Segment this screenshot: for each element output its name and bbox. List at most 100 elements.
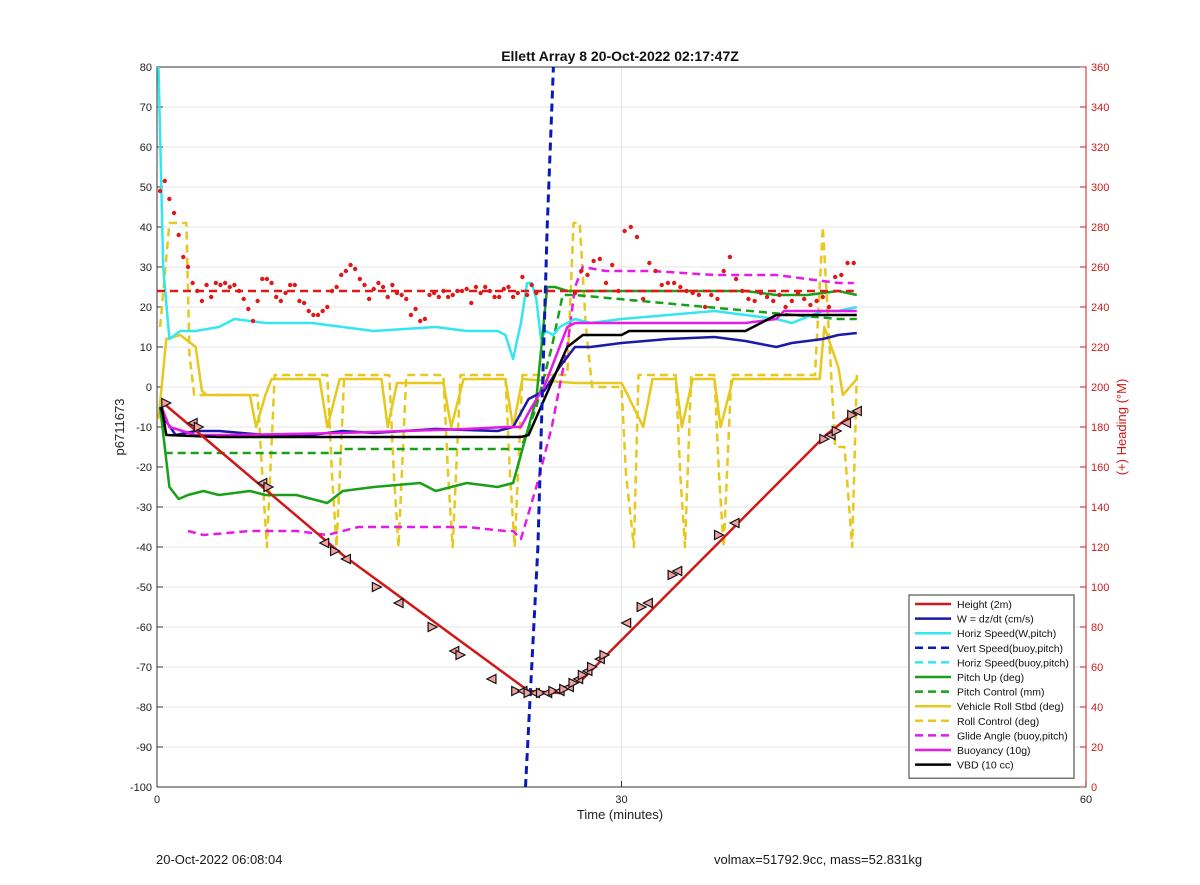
heading-point xyxy=(343,268,349,274)
heading-point xyxy=(501,286,507,292)
heading-point xyxy=(572,290,578,296)
series-line-pitch-control-mm xyxy=(164,293,857,455)
heading-point xyxy=(839,272,844,278)
height-marker xyxy=(371,581,383,593)
heading-point xyxy=(418,318,423,324)
heading-point xyxy=(260,276,265,282)
heading-point xyxy=(715,296,720,302)
heading-point xyxy=(808,302,813,308)
heading-point xyxy=(845,260,850,266)
y2-tick-label: 300 xyxy=(1091,182,1109,194)
series-line-glide-angle-buoy-pitch xyxy=(187,265,854,541)
heading-point xyxy=(274,294,279,300)
height-marker xyxy=(193,421,205,433)
height-marker xyxy=(340,553,351,565)
heading-point xyxy=(264,276,270,282)
series-line-buoyancy-10g xyxy=(160,309,857,437)
heading-point xyxy=(450,292,455,298)
heading-point xyxy=(684,288,689,294)
height-marker xyxy=(851,405,862,417)
y-tick-label: -20 xyxy=(136,462,152,474)
heading-point xyxy=(371,286,376,292)
heading-point xyxy=(740,288,745,294)
x-tick-label: 60 xyxy=(1080,794,1092,806)
heading-point xyxy=(222,280,228,286)
y-tick-label: 0 xyxy=(146,382,152,394)
heading-point xyxy=(297,298,302,304)
heading-point xyxy=(255,298,260,304)
heading-point xyxy=(659,282,664,288)
footer-timestamp: 20-Oct-2022 06:08:04 xyxy=(156,852,283,867)
x-tick-label: 30 xyxy=(615,794,627,806)
footer-summary: volmax=51792.9cc, mass=52.831kg xyxy=(714,852,923,867)
heading-point xyxy=(348,262,353,268)
x-axis-label: Time (minutes) xyxy=(577,807,663,822)
heading-point xyxy=(802,296,807,302)
y2-tick-label: 340 xyxy=(1091,102,1109,114)
y2-tick-label: 200 xyxy=(1091,382,1109,394)
heading-point xyxy=(436,294,441,300)
heading-point xyxy=(758,290,764,296)
heading-point xyxy=(315,312,321,318)
heading-point xyxy=(464,286,469,292)
heading-point xyxy=(506,284,511,290)
heading-point xyxy=(579,268,584,274)
heading-point xyxy=(190,280,195,286)
heading-point xyxy=(413,306,418,312)
heading-point xyxy=(366,296,372,302)
heading-point xyxy=(334,284,339,290)
heading-point xyxy=(647,260,652,266)
height-marker xyxy=(636,601,648,613)
legend: Height (2m) W = dz/dt (cm/s) Horiz Speed(W… xyxy=(908,594,1075,779)
heading-point xyxy=(385,294,390,300)
y-axis-label: p6711673 xyxy=(112,399,127,456)
heading-point xyxy=(520,274,525,280)
heading-point xyxy=(445,294,451,300)
heading-point xyxy=(478,290,483,296)
y-tick-label: 10 xyxy=(140,342,152,354)
heading-point xyxy=(269,280,274,286)
heading-point xyxy=(752,298,757,304)
heading-point xyxy=(199,298,205,304)
heading-point xyxy=(204,282,209,288)
heading-point xyxy=(702,304,708,310)
heading-point xyxy=(487,288,493,294)
legend-label: Horiz Speed(W,pitch) xyxy=(957,628,1056,640)
y2-tick-label: 180 xyxy=(1091,422,1109,434)
chart-title: Ellett Array 8 20-Oct-2022 02:17:47Z xyxy=(501,48,739,64)
y-tick-label: 80 xyxy=(140,62,152,74)
y2-tick-label: 20 xyxy=(1091,742,1103,754)
y-tick-label: 40 xyxy=(140,222,152,234)
heading-point xyxy=(325,304,330,310)
y-tick-label: -30 xyxy=(136,502,152,514)
heading-point xyxy=(352,266,358,272)
heading-point xyxy=(529,282,534,288)
series-line-w-dz-dt-cm-s xyxy=(158,331,857,437)
heading-point xyxy=(814,298,819,304)
y-tick-label: 70 xyxy=(140,102,152,114)
height-marker xyxy=(671,565,683,577)
y-tick-label: -70 xyxy=(136,662,152,674)
heading-point xyxy=(362,282,367,288)
y2-tick-label: 60 xyxy=(1091,662,1103,674)
heading-point xyxy=(241,296,246,302)
height-marker xyxy=(523,687,535,699)
y2-tick-label: 80 xyxy=(1091,622,1103,634)
heading-point xyxy=(771,298,776,304)
heading-point xyxy=(653,268,658,274)
heading-point xyxy=(357,276,363,282)
height-marker xyxy=(329,545,341,557)
heading-point xyxy=(473,284,479,290)
series-line-roll-control-deg xyxy=(158,221,859,549)
heading-point xyxy=(399,292,404,298)
heading-point xyxy=(492,294,497,300)
y-tick-label: -10 xyxy=(136,422,152,434)
heading-point xyxy=(176,232,181,238)
heading-point xyxy=(640,296,646,302)
legend-label: Horiz Speed(buoy,pitch) xyxy=(957,657,1069,669)
height-marker xyxy=(548,685,560,697)
heading-point xyxy=(236,288,242,294)
heading-point xyxy=(777,292,782,298)
heading-point xyxy=(195,288,200,294)
